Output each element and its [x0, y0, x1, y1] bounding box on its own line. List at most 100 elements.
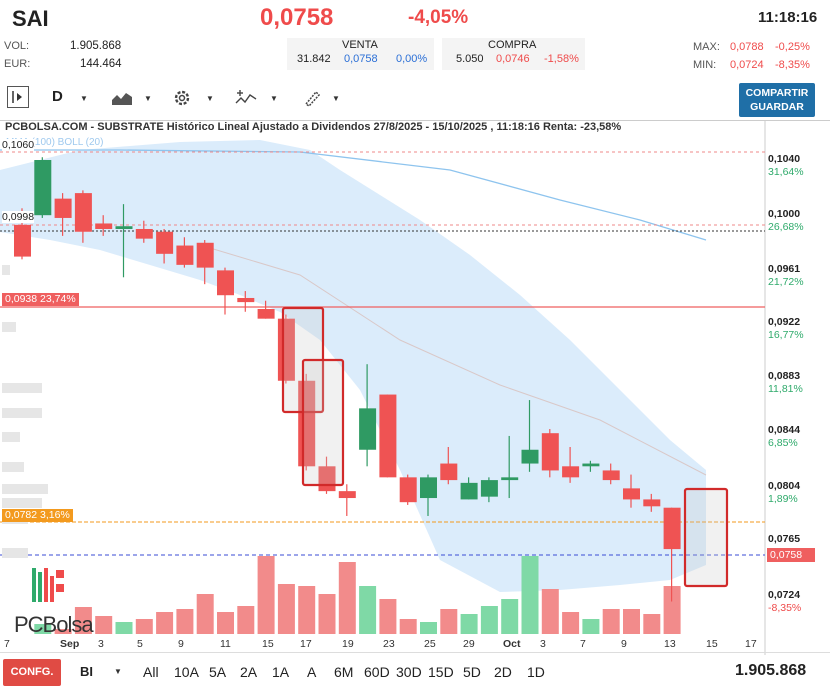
bollinger-band	[0, 140, 706, 592]
volume-profile-bar	[2, 265, 10, 275]
range-a[interactable]: A	[307, 664, 317, 680]
candle-body	[460, 482, 478, 500]
x-tick-label: 9	[621, 638, 627, 650]
volume-bar	[460, 614, 478, 634]
chevron-down-icon[interactable]: ▼	[332, 94, 340, 103]
mma-line	[0, 149, 707, 241]
config-button[interactable]: CONFG.	[3, 659, 61, 686]
quote-time: 11:18:16	[758, 9, 818, 26]
settings-icon[interactable]	[170, 86, 194, 110]
candle-body	[562, 466, 580, 478]
x-tick-label: 9	[178, 638, 184, 650]
bi-selector[interactable]: BI	[80, 664, 93, 679]
range-all[interactable]: All	[143, 664, 159, 680]
chevron-down-icon[interactable]: ▼	[270, 94, 278, 103]
compra-pct: -1,58%	[544, 53, 579, 65]
chart-title: PCBOLSA.COM - SUBSTRATE Histórico Lineal…	[5, 121, 622, 133]
range-1d[interactable]: 1D	[527, 664, 545, 680]
y-tick-label: 0,0844	[768, 424, 801, 436]
volume-profile-bar	[2, 462, 24, 472]
volume-bar	[176, 609, 194, 634]
x-tick-label: 3	[540, 638, 546, 650]
volume-bar	[217, 612, 234, 634]
volume-profile-bar	[2, 322, 16, 332]
range-10a[interactable]: 10A	[174, 664, 199, 680]
range-5d[interactable]: 5D	[463, 664, 481, 680]
volume-bar	[156, 612, 174, 634]
x-tick-label: 19	[342, 638, 354, 650]
compra-price: 0,0746	[496, 53, 530, 65]
chevron-down-icon[interactable]: ▼	[114, 667, 122, 676]
max-label: MAX:	[693, 41, 720, 53]
y-tick-label: 0,0922	[768, 316, 801, 328]
candle-body	[14, 224, 31, 257]
volume-bar	[582, 619, 600, 634]
max-value: 0,0788	[730, 41, 764, 53]
x-tick-label: 29	[463, 638, 475, 650]
candle-body	[338, 491, 356, 499]
candle-body	[196, 242, 214, 268]
y-tick-pct: -8,35%	[768, 602, 802, 614]
volume-bar	[480, 606, 498, 634]
drawing-tools-icon[interactable]	[300, 86, 324, 110]
y-tick-label: 0,0724	[768, 589, 801, 601]
sidebar-toggle-icon[interactable]	[7, 86, 29, 108]
range-60d[interactable]: 60D	[364, 664, 390, 680]
max-pct: -0,25%	[775, 41, 810, 53]
volume-profile-bar	[2, 408, 42, 418]
volume-bar	[623, 609, 640, 634]
chart-type-icon[interactable]	[110, 86, 134, 110]
volume-bar	[237, 606, 255, 634]
x-tick-label: 13	[664, 638, 676, 650]
symbol: SAI	[12, 6, 49, 31]
level-label-0998: 0,0998	[2, 211, 35, 223]
volume-profile-bar	[2, 383, 42, 393]
level-0938-pct: 23,74%	[40, 293, 76, 305]
candle-body	[34, 160, 52, 216]
period-selector[interactable]: D	[52, 88, 63, 105]
compra-label: COMPRA	[488, 39, 537, 51]
candle-body	[602, 470, 620, 481]
candle-body	[95, 223, 113, 229]
level-0938-price: 0,0938	[5, 293, 38, 305]
x-tick-label: 17	[745, 638, 757, 650]
min-value: 0,0724	[730, 59, 764, 71]
divider	[0, 652, 830, 653]
volume-bar	[277, 584, 295, 634]
level-tag-0938: 0,0938 23,74%	[2, 293, 79, 306]
chevron-down-icon[interactable]: ▼	[206, 94, 214, 103]
x-tick-label: 17	[300, 638, 312, 650]
share-save-button[interactable]: COMPARTIR GUARDAR	[739, 83, 815, 117]
chevron-down-icon[interactable]: ▼	[144, 94, 152, 103]
level-tag-0782: 0,0782 3,16%	[2, 509, 73, 522]
volume-bar	[602, 609, 620, 634]
chevron-down-icon[interactable]: ▼	[80, 94, 88, 103]
indicators-icon[interactable]	[234, 86, 258, 110]
y-tick-pct: 1,89%	[768, 493, 798, 505]
candle-body	[379, 394, 397, 478]
volume-bar	[115, 622, 133, 634]
range-30d[interactable]: 30D	[396, 664, 422, 680]
range-15d[interactable]: 15D	[428, 664, 454, 680]
x-tick-label: 23	[383, 638, 395, 650]
volume-bar	[257, 556, 275, 634]
volume-bar	[643, 614, 661, 634]
range-6m[interactable]: 6M	[334, 664, 354, 680]
y-tick-label: 0,0804	[768, 480, 801, 492]
candle-body	[74, 193, 92, 232]
range-1a[interactable]: 1A	[272, 664, 290, 680]
y-tick-label: 0,0765	[768, 533, 801, 545]
volume-bar	[562, 612, 580, 634]
candle-body	[135, 228, 153, 239]
range-2a[interactable]: 2A	[240, 664, 258, 680]
volume-profile-bar	[2, 432, 20, 442]
candle-body	[115, 226, 133, 229]
venta-pct: 0,00%	[396, 53, 428, 65]
volume-bar	[95, 616, 113, 634]
range-5a[interactable]: 5A	[209, 664, 227, 680]
volume-bar	[359, 586, 377, 634]
min-label: MIN:	[693, 59, 717, 71]
venta-box	[287, 38, 434, 70]
range-2d[interactable]: 2D	[494, 664, 512, 680]
price-chart[interactable]	[0, 121, 830, 655]
